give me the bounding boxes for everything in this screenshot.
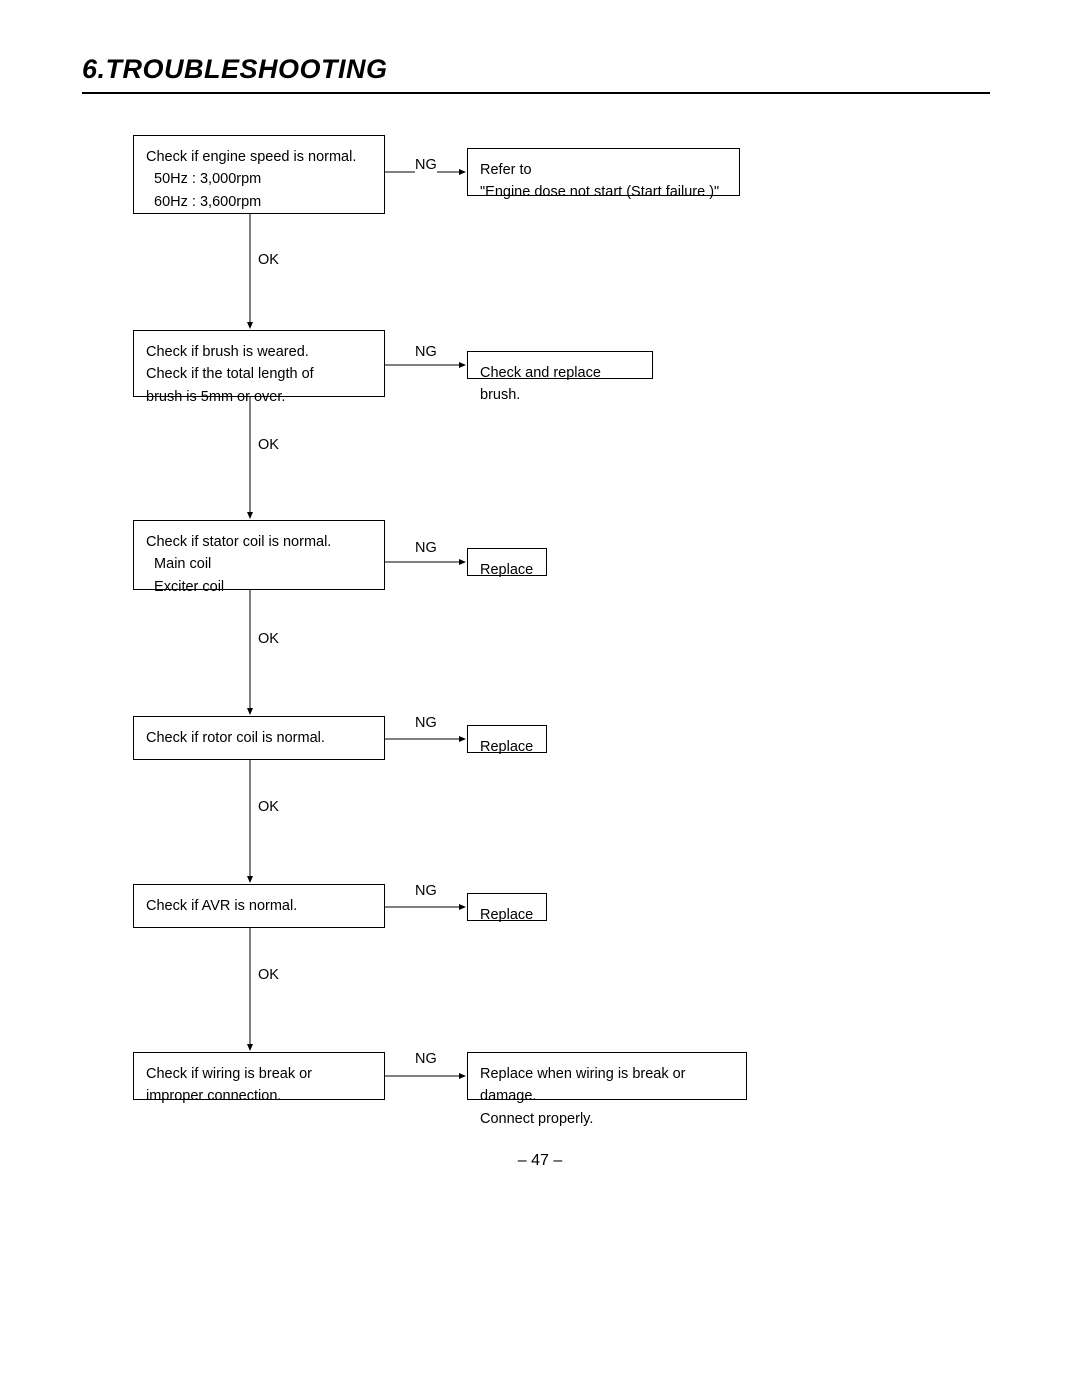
action-step-4: Replace xyxy=(467,725,547,753)
ng-label-1: NG xyxy=(415,157,437,173)
check-step-4: Check if rotor coil is normal. xyxy=(133,716,385,760)
action-step-2: Check and replace brush. xyxy=(467,351,653,379)
ok-label-5: OK xyxy=(258,967,279,983)
ng-label-6: NG xyxy=(415,1051,437,1067)
ng-label-2: NG xyxy=(415,344,437,360)
action-step-6: Replace when wiring is break or damage.C… xyxy=(467,1052,747,1100)
ok-label-2: OK xyxy=(258,437,279,453)
title-rule xyxy=(82,92,990,94)
action-step-1: Refer to"Engine dose not start (Start fa… xyxy=(467,148,740,196)
ok-label-3: OK xyxy=(258,631,279,647)
check-step-1: Check if engine speed is normal. 50Hz : … xyxy=(133,135,385,214)
ng-label-5: NG xyxy=(415,883,437,899)
check-step-6: Check if wiring is break orimproper conn… xyxy=(133,1052,385,1100)
ok-label-1: OK xyxy=(258,252,279,268)
check-step-3: Check if stator coil is normal. Main coi… xyxy=(133,520,385,590)
check-step-2: Check if brush is weared.Check if the to… xyxy=(133,330,385,397)
ok-label-4: OK xyxy=(258,799,279,815)
check-step-5: Check if AVR is normal. xyxy=(133,884,385,928)
ng-label-4: NG xyxy=(415,715,437,731)
section-title: 6.TROUBLESHOOTING xyxy=(82,54,388,85)
action-step-3: Replace xyxy=(467,548,547,576)
ng-label-3: NG xyxy=(415,540,437,556)
page-number: – 47 – xyxy=(0,1152,1080,1170)
action-step-5: Replace xyxy=(467,893,547,921)
